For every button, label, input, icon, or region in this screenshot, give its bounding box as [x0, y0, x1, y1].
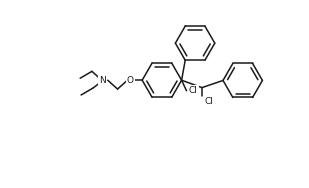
Text: N: N	[99, 76, 106, 85]
Text: O: O	[127, 76, 134, 85]
Text: Cl: Cl	[205, 97, 213, 106]
Text: Cl: Cl	[189, 86, 198, 95]
